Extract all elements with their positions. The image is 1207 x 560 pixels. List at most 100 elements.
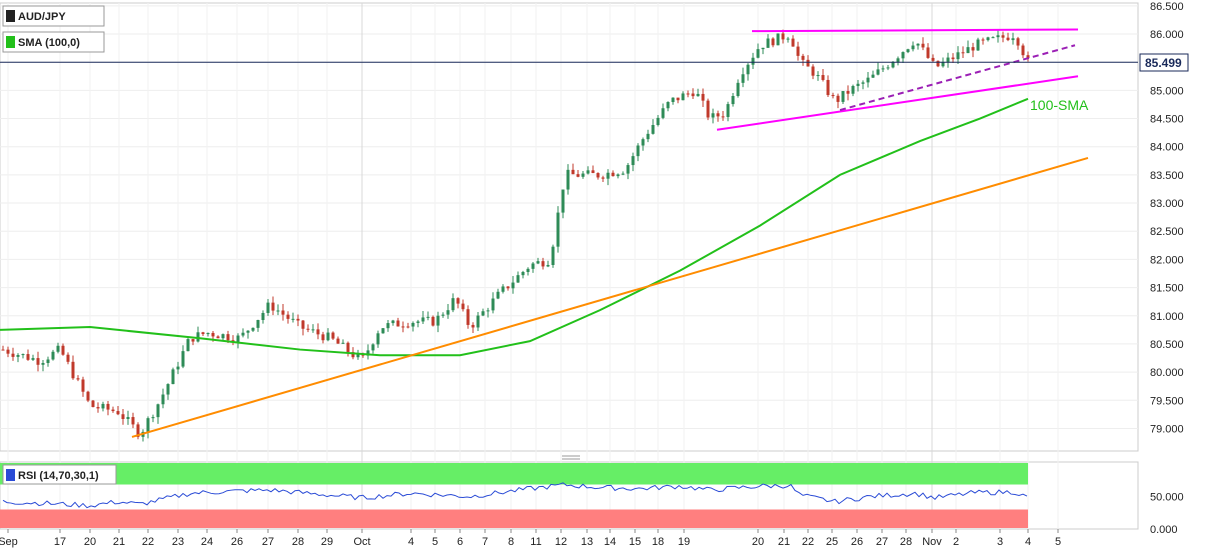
symbol-legend: AUD/JPY [2, 5, 105, 27]
candle-body [181, 351, 185, 367]
x-tick-label: 13 [581, 536, 593, 548]
candle-body [16, 355, 20, 357]
sma-legend-label: SMA (100,0) [18, 37, 80, 49]
candle-body [951, 57, 955, 60]
x-tick-label: 4 [408, 536, 414, 548]
x-tick-label: 26 [231, 536, 243, 548]
candle-body [11, 353, 15, 357]
y-tick-label: 82.000 [1150, 254, 1184, 266]
candle-body [511, 282, 515, 289]
x-tick-label: 25 [826, 536, 838, 548]
x-tick-label: 21 [113, 536, 125, 548]
candle-body [501, 286, 505, 292]
candle-body [176, 366, 180, 370]
x-tick-label: 14 [604, 536, 616, 548]
candle-body [946, 57, 950, 62]
candle-body [21, 354, 25, 356]
candle-body [806, 59, 810, 67]
candle-body [541, 261, 545, 267]
candle-body [486, 310, 490, 312]
x-tick-label: Sep [0, 536, 18, 548]
candle-body [456, 298, 460, 304]
x-tick-label: Nov [922, 536, 942, 548]
candle-body [936, 60, 940, 67]
x-tick-label: 28 [292, 536, 304, 548]
candle-body [131, 417, 135, 425]
support-trendline [131, 157, 1089, 438]
y-tick-label: 79.500 [1150, 395, 1184, 407]
candle-body [606, 172, 610, 179]
y-tick-label: 81.500 [1150, 283, 1184, 295]
candle-body [616, 174, 620, 177]
candle-body [281, 310, 285, 315]
candle-body [321, 334, 325, 341]
candle-body [931, 57, 935, 61]
candle-body [986, 37, 990, 41]
candle-body [161, 394, 165, 405]
candle-body [676, 97, 680, 101]
candle-body [381, 328, 385, 334]
candle-body [41, 362, 45, 365]
candle-body [346, 342, 350, 353]
candle-body [996, 35, 1000, 38]
candle-body [576, 174, 580, 177]
candle-body [46, 359, 50, 363]
candle-body [1006, 37, 1010, 41]
candle-body [521, 271, 525, 276]
x-tick-label: 5 [432, 536, 438, 548]
rsi-tick-label: 0.000 [1150, 524, 1178, 536]
current-price-marker: 85.499 [1139, 53, 1189, 72]
price-panel-frame [0, 2, 1139, 452]
grid [0, 2, 1139, 530]
candle-body [166, 384, 170, 395]
candle-body [51, 351, 55, 360]
axes: 86.50086.00085.50085.00084.50084.00083.5… [0, 1, 1184, 548]
candle-body [571, 169, 575, 175]
candle-body [316, 329, 320, 335]
y-tick-label: 86.000 [1150, 29, 1184, 41]
candle-body [371, 344, 375, 351]
x-tick-label: 7 [482, 536, 488, 548]
candle-body [121, 414, 125, 420]
candle-body [786, 38, 790, 40]
candle-body [221, 334, 225, 339]
candle-body [661, 108, 665, 118]
candle-body [406, 326, 410, 328]
candle-body [901, 52, 905, 59]
candle-body [596, 173, 600, 178]
candle-body [196, 332, 200, 342]
candle-body [691, 93, 695, 97]
candle-body [956, 52, 960, 60]
candle-body [376, 333, 380, 345]
candle-body [311, 329, 315, 331]
x-tick-label: 24 [201, 536, 213, 548]
candle-body [836, 95, 840, 102]
x-tick-label: 4 [1025, 536, 1031, 548]
candle-body [906, 49, 910, 53]
y-tick-label: 83.000 [1150, 198, 1184, 210]
x-tick-label: 20 [752, 536, 764, 548]
candle-body [781, 33, 785, 40]
sma-100-line [0, 97, 1029, 357]
x-tick-label: 20 [84, 536, 96, 548]
candle-body [846, 91, 850, 94]
candle-body [551, 246, 555, 266]
candle-body [916, 43, 920, 46]
rsi-tick-label: 50.000 [1150, 492, 1184, 504]
candle-body [911, 45, 915, 50]
candle-body [711, 113, 715, 118]
candle-body [246, 330, 250, 333]
candle-body [326, 332, 330, 341]
candle-body [591, 170, 595, 174]
candle-body [291, 318, 295, 320]
candle-body [61, 345, 65, 355]
candle-body [766, 38, 770, 48]
candle-body [771, 38, 775, 46]
candle-body [966, 47, 970, 54]
candle-body [211, 332, 215, 337]
candle-body [801, 55, 805, 60]
candle-body [631, 156, 635, 166]
candle-body [706, 100, 710, 118]
candle-body [516, 275, 520, 283]
